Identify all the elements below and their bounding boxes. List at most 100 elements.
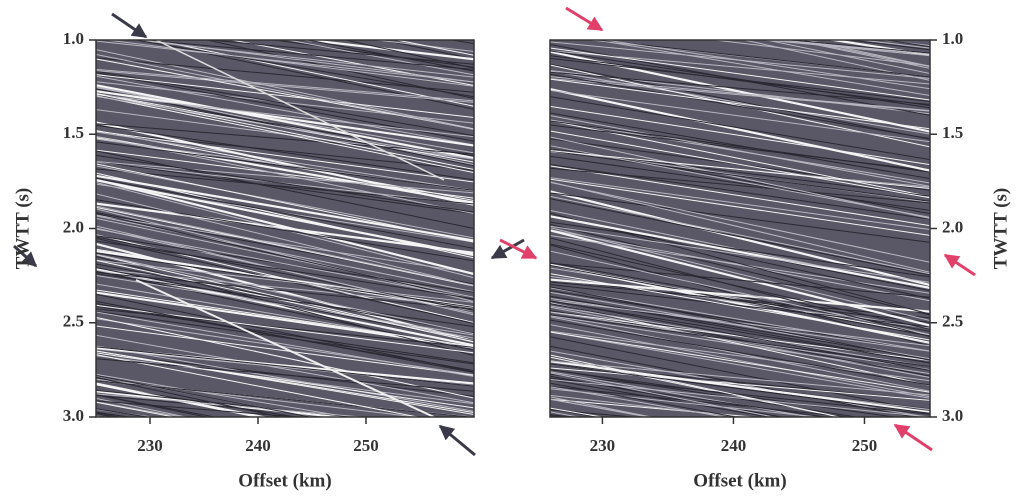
reflector xyxy=(96,291,474,349)
reflector xyxy=(550,105,930,166)
y-tick-label: 1.0 xyxy=(942,29,963,48)
reflector xyxy=(96,373,352,417)
reflector xyxy=(96,40,474,83)
diffraction xyxy=(135,279,435,417)
reflector xyxy=(550,354,842,417)
reflector xyxy=(103,40,474,87)
x-tick-label: 240 xyxy=(245,436,271,455)
reflector xyxy=(372,40,474,53)
reflector xyxy=(550,227,930,322)
reflector xyxy=(550,287,930,352)
reflector xyxy=(96,0,474,28)
reflector xyxy=(550,372,776,417)
reflector xyxy=(96,68,474,102)
reflector xyxy=(550,345,916,417)
reflector xyxy=(96,358,474,392)
reflector xyxy=(550,229,930,302)
reflector xyxy=(550,195,930,275)
y-tick-label: 2.0 xyxy=(942,217,963,236)
y-tick-label: 2.0 xyxy=(63,217,84,236)
reflector xyxy=(96,131,474,191)
reflector xyxy=(550,409,639,417)
reflector xyxy=(550,298,930,352)
x-tick-label: 230 xyxy=(137,436,163,455)
reflector xyxy=(550,190,930,287)
x-tick-label: 250 xyxy=(852,436,878,455)
reflector xyxy=(550,145,930,218)
reflector xyxy=(550,178,930,236)
reflector xyxy=(550,237,930,337)
reflector xyxy=(96,310,474,365)
reflector xyxy=(96,177,474,249)
reflector xyxy=(550,295,930,360)
reflector xyxy=(550,367,930,401)
arrows xyxy=(12,6,976,457)
reflector xyxy=(774,40,930,55)
reflector xyxy=(96,53,474,130)
reflector xyxy=(550,76,930,112)
diffraction xyxy=(155,40,445,181)
reflector xyxy=(96,193,474,287)
reflector xyxy=(96,0,474,38)
reflector xyxy=(550,336,930,413)
y-axis-label: TWTT (s) xyxy=(990,188,1011,269)
reflector xyxy=(550,300,930,371)
reflector xyxy=(784,40,930,54)
reflector xyxy=(96,154,474,213)
reflector xyxy=(763,40,930,75)
reflector xyxy=(550,386,728,417)
reflector xyxy=(550,394,744,417)
reflector xyxy=(794,40,930,68)
reflector xyxy=(550,136,930,219)
reflector xyxy=(96,311,474,378)
reflector xyxy=(550,50,930,109)
reflector xyxy=(96,130,474,183)
reflector xyxy=(96,401,177,417)
reflector xyxy=(96,240,474,300)
reflector xyxy=(449,40,474,45)
reflector xyxy=(96,160,474,215)
reflector xyxy=(550,331,930,399)
reflector xyxy=(550,115,930,187)
reflector xyxy=(96,308,474,348)
reflector xyxy=(550,221,930,278)
reflector xyxy=(205,40,474,65)
reflector xyxy=(550,198,930,276)
y-tick-label: 3.0 xyxy=(942,406,963,425)
reflector xyxy=(96,376,284,417)
x-axis-label: Offset (km) xyxy=(238,470,331,491)
reflector xyxy=(285,40,474,76)
reflector xyxy=(550,316,930,392)
reflector xyxy=(96,225,474,316)
reflector xyxy=(129,40,474,78)
reflector xyxy=(96,253,474,335)
reflector xyxy=(343,40,474,69)
reflector xyxy=(96,300,474,373)
reflector xyxy=(96,95,474,160)
reflector xyxy=(550,177,930,231)
x-axis-label: Offset (km) xyxy=(693,470,786,491)
reflector xyxy=(96,178,474,276)
reflector xyxy=(304,40,474,72)
reflector xyxy=(96,95,474,174)
reflector xyxy=(550,120,930,198)
y-tick-label: 3.0 xyxy=(63,406,84,425)
reflector xyxy=(550,306,930,379)
reflector xyxy=(550,290,930,352)
reflector xyxy=(96,161,474,194)
reflector xyxy=(96,380,474,417)
reflector xyxy=(550,262,930,298)
reflector xyxy=(96,199,474,262)
reflector xyxy=(204,40,474,100)
reflector xyxy=(96,334,474,404)
reflector xyxy=(96,394,210,417)
reflector xyxy=(710,40,930,67)
reflector xyxy=(96,205,474,286)
reflector xyxy=(550,299,930,347)
reflector xyxy=(550,78,930,130)
reflector xyxy=(380,40,474,60)
reflector xyxy=(132,40,474,98)
reflector xyxy=(550,234,930,294)
reflector xyxy=(550,57,930,102)
